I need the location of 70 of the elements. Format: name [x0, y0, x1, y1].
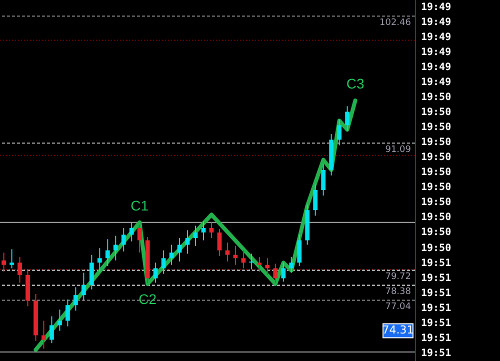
candlestick: [313, 184, 318, 216]
candlestick: [137, 224, 142, 254]
candlestick: [161, 250, 166, 274]
text: 19:49: [420, 46, 452, 60]
candlestick: [42, 320, 46, 350]
candlestick: [345, 106, 350, 132]
ref-line-label: 91.09: [385, 145, 412, 156]
annotation: C2: [138, 290, 157, 307]
text: 19:51: [420, 286, 452, 301]
candlestick: [129, 222, 134, 242]
ref-line-label: 78.38: [385, 287, 412, 298]
candlestick: [97, 248, 102, 272]
candlestick: [73, 286, 78, 312]
candlestick: [193, 225, 198, 246]
candlestick: [50, 316, 54, 344]
candlestick: [289, 256, 294, 274]
text: 19:50: [420, 106, 452, 120]
candlestick: [2, 252, 6, 272]
candlestick: [249, 253, 254, 270]
candlestick: [225, 242, 230, 262]
text: 19:51: [420, 332, 452, 346]
text: 19:51: [420, 256, 452, 271]
candlestick: [121, 228, 126, 252]
text: 19:50: [420, 121, 452, 136]
text: 19:49: [420, 76, 452, 90]
candlestick: [281, 262, 286, 282]
candlestick: [297, 234, 302, 266]
candlestick: [18, 256, 22, 284]
candlestick: [66, 299, 70, 327]
candlestick: [321, 164, 326, 196]
text: 19:51: [420, 316, 452, 331]
candlestick: [169, 244, 174, 266]
candlestick: [217, 228, 222, 256]
text: 19:51: [420, 302, 452, 316]
text: 19:49: [420, 1, 452, 15]
text: 19:50: [420, 226, 452, 240]
text: 19:49: [420, 16, 452, 30]
candlestick: [337, 119, 342, 146]
candlestick: [257, 256, 262, 272]
ref-line-label: 77.04: [385, 302, 412, 312]
candlestick: [58, 309, 62, 332]
text: 19:50: [420, 91, 452, 106]
ref-line-label: 79.72: [385, 272, 411, 282]
candlestick: [113, 235, 118, 261]
candlestick: [241, 250, 246, 269]
text: 19:50: [420, 181, 452, 196]
candlestick: [10, 248, 14, 269]
candlestick: [81, 272, 86, 302]
text: 19:50: [420, 211, 452, 226]
text: 19:50: [420, 166, 452, 180]
candlestick: [273, 263, 278, 284]
text: 19:51: [420, 272, 452, 286]
candlestick: [185, 230, 190, 254]
candlestick: [153, 262, 158, 284]
candlestick: [89, 254, 94, 290]
annotation: C1: [130, 197, 149, 214]
text: 19:49: [420, 31, 452, 46]
candlestick: [209, 222, 214, 239]
candlestick: [105, 238, 110, 266]
text: 19:50: [420, 242, 452, 256]
text: 19:50: [420, 196, 452, 210]
ref-line-label: 102.46: [380, 18, 412, 28]
text: 19:50: [420, 151, 452, 166]
annotation: C3: [346, 76, 364, 92]
text: 19:51: [420, 346, 452, 361]
text: 19:49: [420, 61, 452, 76]
candlestick: [265, 258, 270, 276]
text: 19:50: [420, 136, 452, 150]
candlestick: [201, 220, 206, 241]
annotation: 74.31: [382, 324, 414, 337]
